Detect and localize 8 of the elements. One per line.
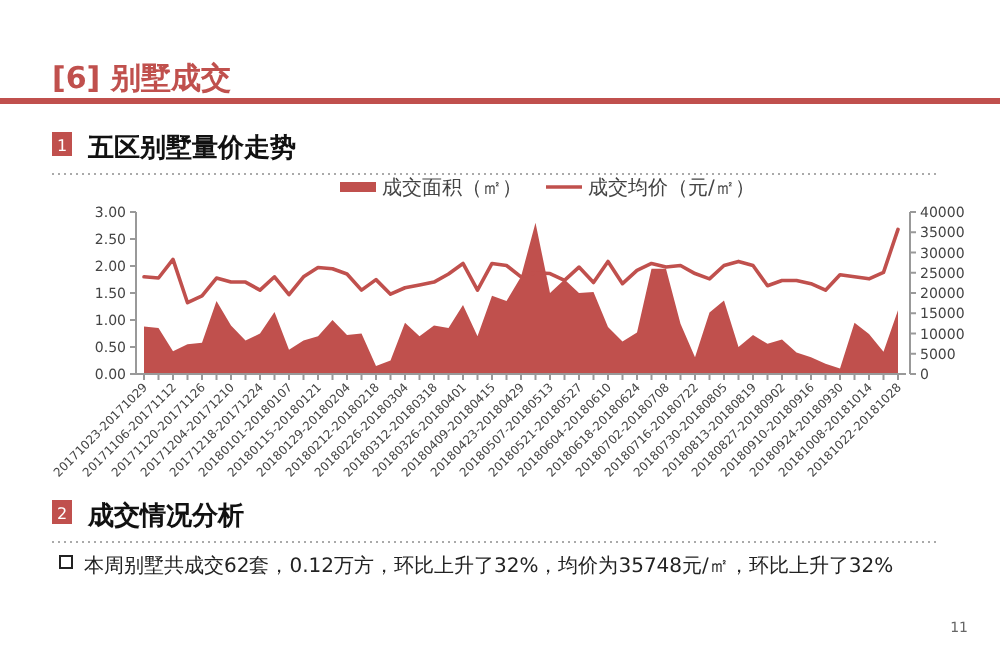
text: 1 [56,137,68,155]
legend-label: 成交面积（㎡） [382,176,522,200]
text: 成交情况分析 [86,500,244,532]
text: 本周别墅共成交62套，0.12万方，环比上升了32%，均价为35748元/㎡，环比上升了32% [84,554,894,578]
header: [6] 别墅成交 [52,60,231,96]
text: 2 [56,505,68,523]
legend-label: 成交均价（元/㎡） [588,176,755,200]
chart-title: 五区别墅量价走势 [86,132,296,164]
